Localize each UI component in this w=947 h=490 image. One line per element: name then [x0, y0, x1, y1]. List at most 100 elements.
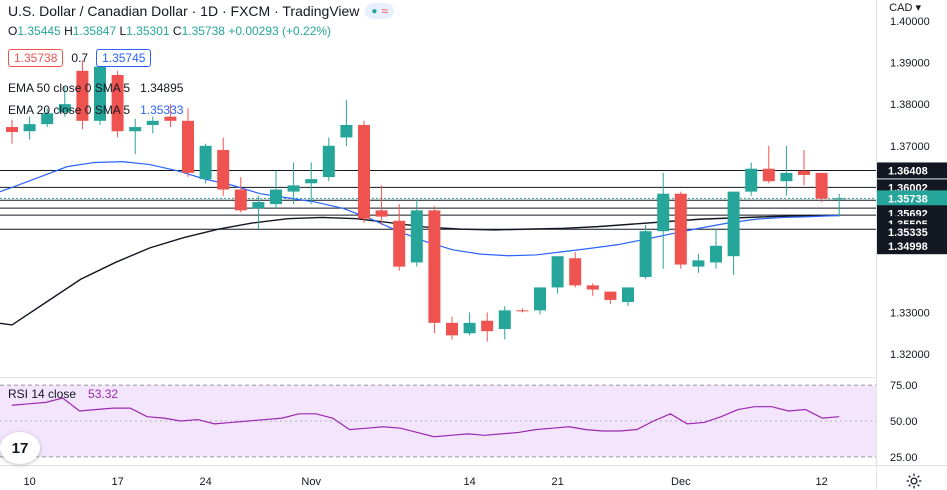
time-tick-label: 14 [463, 476, 475, 488]
candle-body[interactable] [710, 245, 722, 263]
candle-body[interactable] [23, 124, 36, 132]
candle-body[interactable] [463, 322, 476, 334]
candle-body[interactable] [58, 104, 71, 113]
candle-body[interactable] [692, 260, 705, 267]
price-tick-label: 1.33000 [890, 307, 930, 319]
ema50-value: 1.34895 [140, 81, 184, 95]
candle-body[interactable] [815, 172, 828, 199]
ema50-label: EMA 50 close 0 SMA 5 [8, 81, 131, 95]
candle-body[interactable] [498, 310, 511, 330]
candle-body[interactable] [375, 210, 388, 217]
rsi-legend[interactable]: RSI 14 close 53.32 [8, 387, 118, 401]
candle-body[interactable] [305, 179, 318, 184]
candle-body[interactable] [798, 170, 810, 175]
candle-body[interactable] [833, 198, 846, 200]
candle-body[interactable] [252, 202, 265, 209]
ema50-legend[interactable]: EMA 50 close 0 SMA 5 1.34895 [8, 81, 183, 95]
candle-body[interactable] [111, 74, 124, 132]
time-tick-label: 10 [23, 476, 35, 488]
candle-body[interactable] [270, 189, 282, 205]
candle-body[interactable] [569, 258, 582, 286]
candle-body[interactable] [446, 322, 458, 336]
candle-body[interactable] [410, 210, 423, 263]
rsi-tick-label: 25.00 [890, 452, 918, 464]
candle-body[interactable] [94, 66, 106, 121]
candle-body[interactable] [604, 291, 617, 300]
gear-icon[interactable] [905, 472, 923, 490]
low-value: 1.35301 [126, 24, 170, 38]
ema50-line[interactable] [0, 214, 840, 326]
price-tick-label: 1.40000 [890, 16, 930, 28]
price-tag-label: 1.35335 [888, 227, 928, 239]
tradingview-logo-icon[interactable]: 17 [0, 432, 40, 464]
candle-body[interactable] [727, 191, 740, 257]
candle-body[interactable] [393, 220, 406, 267]
candle-body[interactable] [481, 320, 494, 332]
open-label: O [8, 24, 18, 38]
buy-button[interactable]: 1.35745 [96, 49, 152, 67]
candle-body[interactable] [76, 70, 89, 121]
ema20-label: EMA 20 close 0 SMA 5 [8, 103, 131, 117]
price-tag-box [877, 224, 947, 241]
ema20-legend[interactable]: EMA 20 close 0 SMA 5 1.35333 [8, 103, 183, 117]
candle-body[interactable] [164, 116, 177, 121]
price-tag-label: 1.36408 [888, 165, 928, 177]
candle-body[interactable] [551, 256, 564, 288]
candle-body[interactable] [516, 310, 529, 312]
dot-icon: ● [371, 5, 378, 17]
time-tick-label: 21 [551, 476, 563, 488]
candle-body[interactable] [639, 231, 652, 278]
candle-body[interactable] [534, 287, 546, 311]
candle-body[interactable] [762, 168, 775, 182]
close-value: 1.35738 [181, 24, 225, 38]
candle-body[interactable] [657, 193, 670, 232]
status-pill[interactable]: ● ≈ [365, 3, 395, 19]
rsi-label: RSI 14 close [8, 387, 77, 401]
chevron-down-icon: ▾ [915, 2, 921, 14]
candle-body[interactable] [780, 172, 793, 182]
rsi-line[interactable] [11, 397, 840, 438]
rsi-value: 53.32 [88, 387, 119, 401]
price-tag-box [877, 238, 947, 255]
candle-body[interactable] [358, 124, 370, 219]
price-tick-label: 1.39000 [890, 57, 930, 69]
candle-body[interactable] [745, 168, 758, 192]
price-tag-box [877, 190, 947, 207]
candle-body[interactable] [199, 145, 212, 180]
order-boxes: 1.35738 0.7 1.35745 [8, 49, 152, 67]
candle-body[interactable] [322, 145, 335, 178]
ohlc-readout: O1.35445 H1.35847 L1.35301 C1.35738 +0.0… [8, 24, 331, 38]
low-label: L [119, 24, 127, 38]
candle-body[interactable] [340, 124, 353, 138]
candle-body[interactable] [146, 120, 159, 125]
price-tick-label: 1.37000 [890, 141, 930, 153]
candle-body[interactable] [234, 189, 247, 211]
candle-body[interactable] [622, 287, 634, 303]
candle-body[interactable] [217, 149, 230, 190]
change-value: +0.00293 (+0.22%) [228, 24, 332, 38]
price-tick-label: 1.38000 [890, 99, 930, 111]
ema20-value: 1.35333 [140, 103, 184, 117]
spread-value: 0.7 [71, 51, 89, 65]
price-tick-label: 1.32000 [890, 349, 930, 361]
candle-body[interactable] [674, 193, 687, 265]
candle-body[interactable] [182, 120, 194, 173]
candle-body[interactable] [586, 285, 599, 290]
candle-body[interactable] [41, 113, 54, 125]
candle-body[interactable] [6, 127, 18, 133]
currency-label[interactable]: CAD ▾ [889, 1, 921, 14]
time-tick-label: Dec [671, 476, 691, 488]
time-tick-label: 12 [815, 476, 827, 488]
price-tag-label: 1.35738 [888, 193, 928, 205]
time-tick-label: 24 [199, 476, 211, 488]
high-value: 1.35847 [72, 24, 117, 38]
chart-title: U.S. Dollar / Canadian Dollar · 1D · FXC… [8, 3, 360, 19]
price-tag-box [877, 162, 947, 179]
price-tag-label: 1.34998 [888, 241, 928, 253]
sell-button[interactable]: 1.35738 [8, 49, 64, 67]
candle-body[interactable] [129, 127, 142, 132]
candle-body[interactable] [428, 210, 441, 323]
candle-body[interactable] [287, 185, 300, 192]
open-value: 1.35445 [17, 24, 61, 38]
